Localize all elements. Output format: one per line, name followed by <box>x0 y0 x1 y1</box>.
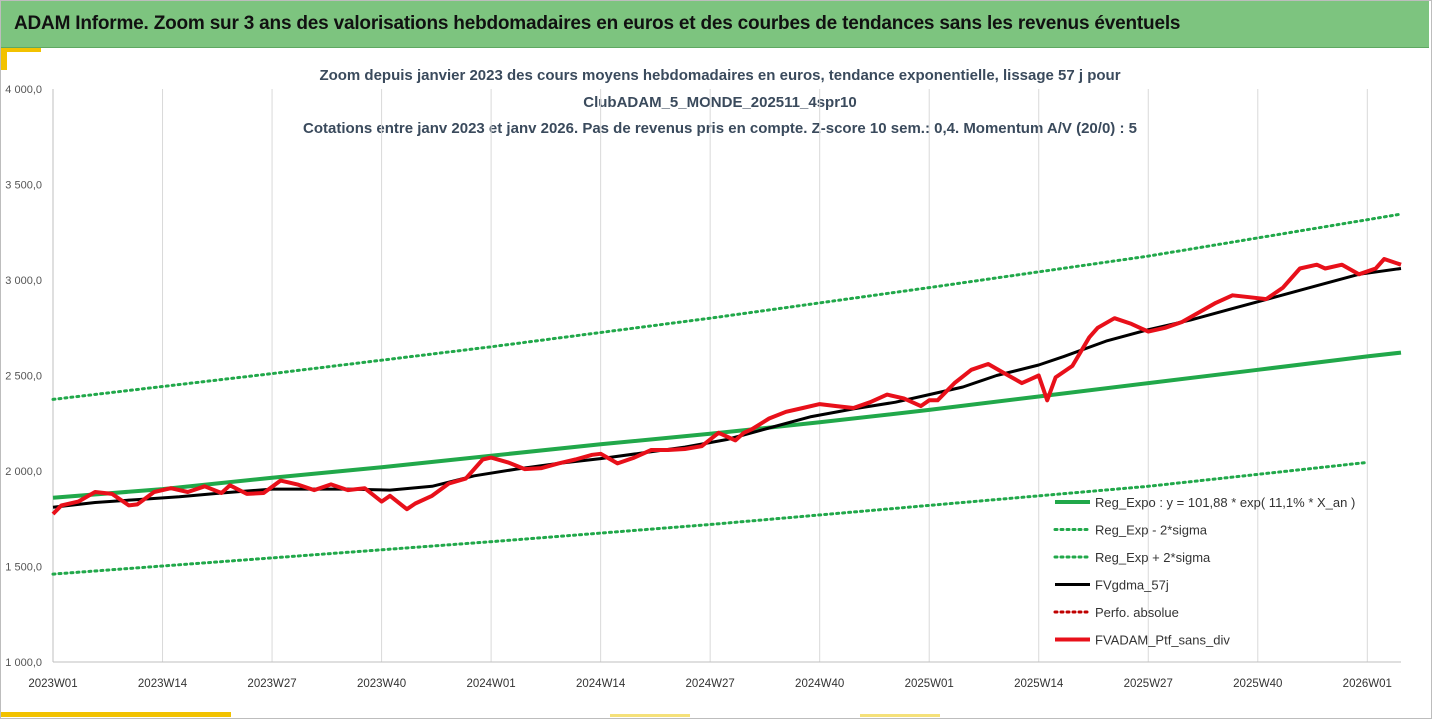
accent-bar <box>1 48 7 70</box>
accent-bar <box>1 48 41 52</box>
x-tick-label: 2024W27 <box>686 678 735 690</box>
chart-title-line-1: Zoom depuis janvier 2023 des cours moyen… <box>319 67 1121 84</box>
y-tick-label: 1 500,0 <box>5 562 42 574</box>
x-tick-label: 2025W40 <box>1233 678 1282 690</box>
x-tick-label: 2025W27 <box>1124 678 1173 690</box>
legend-label: Reg_Exp + 2*sigma <box>1095 550 1211 565</box>
x-tick-label: 2024W40 <box>795 678 844 690</box>
legend-label: Reg_Expo : y = 101,88 * exp( 11,1% * X_a… <box>1095 495 1355 510</box>
x-tick-label: 2025W01 <box>905 678 954 690</box>
series-group <box>51 212 1403 576</box>
chart-title-line-3: Cotations entre janv 2023 et janv 2026. … <box>303 120 1137 137</box>
y-tick-label: 2 500,0 <box>5 371 42 383</box>
accent-bar <box>1 712 231 717</box>
legend-label: FVgdma_57j <box>1095 578 1169 593</box>
series-line-3 <box>52 267 1402 509</box>
x-tick-label: 2023W27 <box>247 678 296 690</box>
series-line-2 <box>51 212 1403 401</box>
header-banner: ADAM Informe. Zoom sur 3 ans des valoris… <box>1 1 1429 48</box>
axes: 2023W01 2023W14 2023W27 2023W40 2024W01 2024W… <box>5 84 1401 690</box>
y-tick-label: 3 000,0 <box>5 275 42 287</box>
x-tick-label: 2024W14 <box>576 678 626 690</box>
x-tick-label: 2023W40 <box>357 678 406 690</box>
chart-title-line-2: ClubADAM_5_MONDE_202511_4spr10 <box>583 94 857 111</box>
x-tick-label: 2025W14 <box>1014 678 1064 690</box>
legend-label: Perfo. absolue <box>1095 605 1179 620</box>
x-tick-label: 2023W01 <box>28 678 77 690</box>
legend-label: Reg_Exp - 2*sigma <box>1095 523 1208 538</box>
y-tick-label: 3 500,0 <box>5 180 42 192</box>
x-tick-label: 2023W14 <box>138 678 188 690</box>
x-tick-label: 2026W01 <box>1343 678 1392 690</box>
series-line-5 <box>51 257 1402 516</box>
banner-title: ADAM Informe. Zoom sur 3 ans des valoris… <box>14 13 1181 34</box>
series-line-1 <box>51 460 1369 576</box>
y-tick-label: 2 000,0 <box>5 466 42 478</box>
y-tick-label: 4 000,0 <box>5 84 42 96</box>
y-tick-label: 1 000,0 <box>5 657 42 669</box>
x-tick-label: 2024W01 <box>466 678 515 690</box>
legend: Reg_Expo : y = 101,88 * exp( 11,1% * X_a… <box>1053 495 1355 648</box>
legend-label: FVADAM_Ptf_sans_div <box>1095 633 1230 648</box>
accent-bar <box>860 714 940 717</box>
accent-bar <box>610 714 690 717</box>
